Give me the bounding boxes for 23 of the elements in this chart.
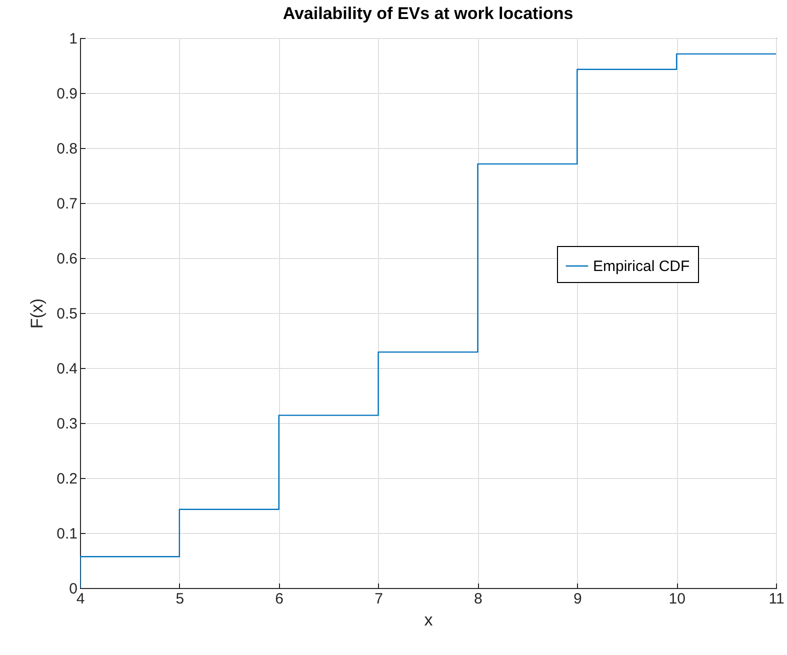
y-tick-label: 0.8 <box>56 140 78 158</box>
y-tick-label: 0.7 <box>56 196 78 212</box>
y-tick-label: 0.2 <box>56 470 78 488</box>
x-tick-label: 8 <box>474 590 482 608</box>
y-tick-label: 0 <box>69 580 78 598</box>
legend-label: Empirical CDF <box>593 258 690 275</box>
x-tick-label: 7 <box>374 590 383 608</box>
y-tick-label: 1 <box>69 30 78 48</box>
y-tick-label: 0.4 <box>56 360 78 378</box>
y-tick-label: 0.1 <box>56 526 78 542</box>
y-tick-label: 0.5 <box>56 306 78 322</box>
y-tick-label: 0.3 <box>56 416 78 432</box>
x-tick-label: 5 <box>176 590 184 608</box>
y-tick-label: 0.9 <box>56 86 78 102</box>
y-axis-title: F(x) <box>28 298 47 329</box>
x-axis-title: x <box>424 610 434 630</box>
x-tick-label: 4 <box>76 590 85 608</box>
x-tick-label: 11 <box>768 590 784 608</box>
chart-title: Availability of EVs at work locations <box>282 4 574 23</box>
x-tick-label: 6 <box>275 590 284 608</box>
x-tick-label: 9 <box>573 590 582 608</box>
x-tick-label: 10 <box>668 590 686 608</box>
y-tick-label: 0.6 <box>56 250 78 268</box>
